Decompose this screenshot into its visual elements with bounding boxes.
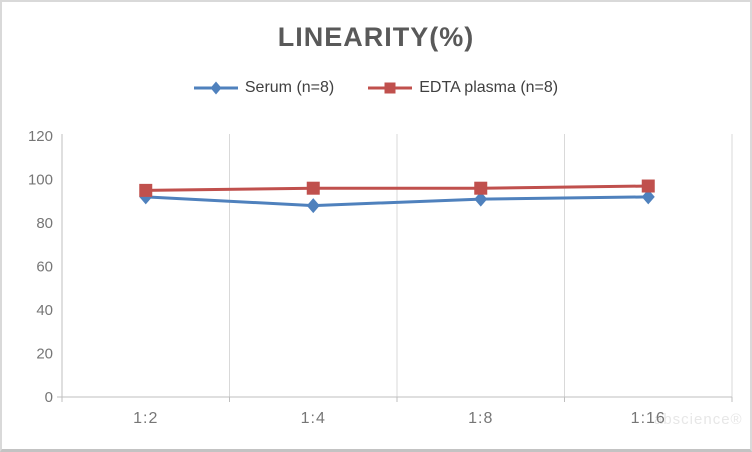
legend-item-edta-plasma: EDTA plasma (n=8) xyxy=(368,79,558,97)
y-tick-label: 20 xyxy=(36,346,53,363)
serum-legend-label: Serum (n=8) xyxy=(244,79,335,96)
edta-plasma-marker xyxy=(306,181,320,195)
legend-marker-sample xyxy=(210,81,222,95)
y-tick-label: 100 xyxy=(28,172,53,189)
y-tick-label: 120 xyxy=(28,128,53,145)
serum-marker xyxy=(641,189,655,205)
y-tick-label: 40 xyxy=(36,302,53,319)
legend: Serum (n=8) EDTA plasma (n=8) xyxy=(2,79,750,97)
y-tick-label: 80 xyxy=(36,215,53,232)
watermark: abscience® xyxy=(654,411,743,428)
x-tick-label: 1:8 xyxy=(468,410,493,427)
edta-plasma-line-square-icon xyxy=(368,80,413,96)
serum-marker xyxy=(306,198,320,214)
legend-item-serum: Serum (n=8) xyxy=(193,79,335,97)
y-tick-label: 0 xyxy=(45,389,53,406)
serum-marker xyxy=(474,191,488,207)
x-tick-label: 1:16 xyxy=(631,410,666,427)
edta-plasma-marker xyxy=(139,183,153,197)
y-tick-label: 60 xyxy=(36,259,53,276)
edta-plasma-marker xyxy=(641,179,655,193)
legend-marker-sample xyxy=(384,82,396,94)
edta-plasma-line xyxy=(145,184,649,192)
edta-plasma-marker xyxy=(474,181,488,195)
serum-line xyxy=(145,195,649,208)
chart-title: LINEARITY(%) xyxy=(277,22,475,52)
x-tick-label: 1:2 xyxy=(133,410,158,427)
edta-plasma-legend-label: EDTA plasma (n=8) xyxy=(419,79,559,96)
serum-line-diamond-icon xyxy=(193,80,238,96)
x-tick-label: 1:4 xyxy=(301,410,326,427)
